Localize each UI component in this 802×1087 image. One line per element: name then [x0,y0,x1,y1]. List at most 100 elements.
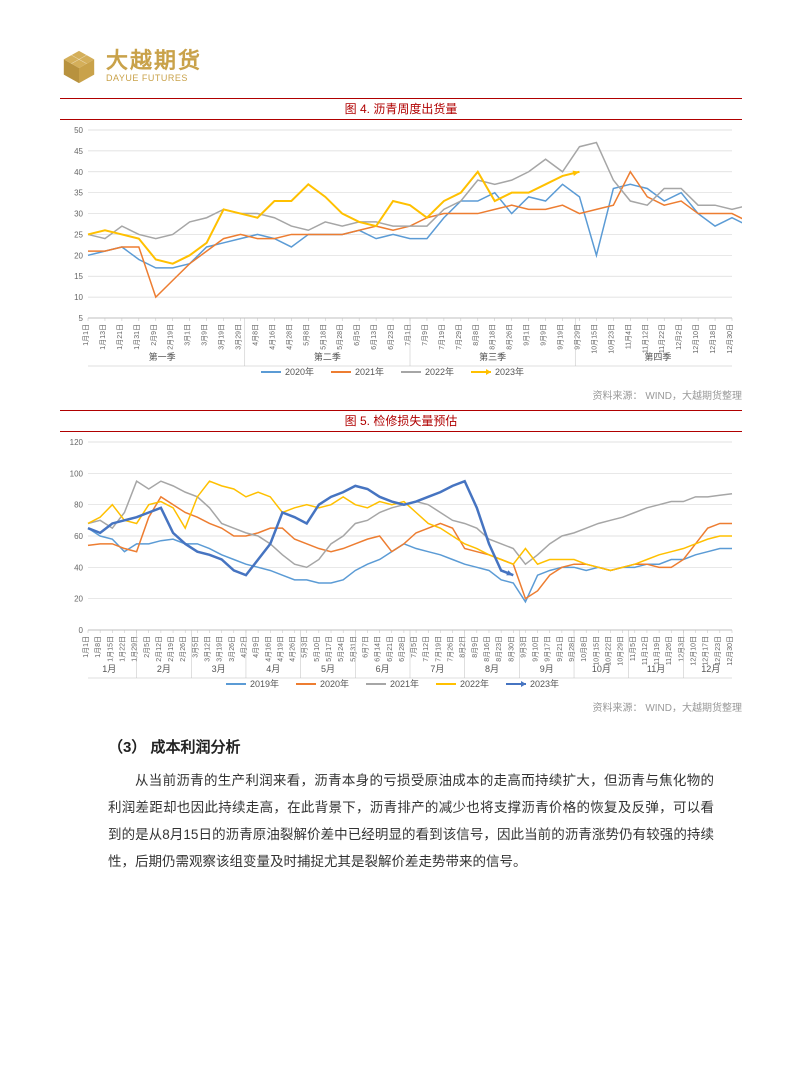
svg-text:6月28日: 6月28日 [398,636,406,662]
svg-text:5月24日: 5月24日 [337,636,345,662]
svg-text:2021年: 2021年 [390,678,419,689]
svg-text:1月21日: 1月21日 [116,324,124,350]
svg-text:3月5日: 3月5日 [191,636,199,658]
svg-text:4月2日: 4月2日 [240,636,248,658]
svg-text:12月10日: 12月10日 [690,636,698,666]
section-heading: （3） 成本利润分析 [108,736,742,757]
svg-text:1月15日: 1月15日 [106,636,114,662]
chart5-title-bar: 图 5. 检修损失量预估 [60,410,742,432]
svg-text:40: 40 [74,168,83,177]
svg-text:5月28日: 5月28日 [336,324,344,350]
svg-text:8月8日: 8月8日 [472,324,480,346]
svg-text:20: 20 [74,595,83,604]
svg-text:10月23日: 10月23日 [607,324,615,354]
svg-text:11月12日: 11月12日 [641,324,649,353]
chart4-title: 图 4. 沥青周度出货量 [345,102,458,116]
svg-text:2023年: 2023年 [495,366,524,377]
svg-text:80: 80 [74,501,83,510]
chart5-title: 图 5. 检修损失量预估 [345,414,458,428]
svg-text:10月15日: 10月15日 [590,324,598,354]
svg-text:8月9日: 8月9日 [471,636,479,658]
svg-text:10月15日: 10月15日 [592,636,600,666]
svg-text:12月23日: 12月23日 [714,636,722,666]
cube-logo-icon [60,48,98,86]
svg-text:11月22日: 11月22日 [658,324,666,353]
svg-text:30: 30 [74,210,83,219]
svg-text:10月8日: 10月8日 [580,636,588,662]
svg-text:120: 120 [70,438,84,447]
svg-text:7月1日: 7月1日 [404,324,412,346]
svg-text:7月19日: 7月19日 [438,324,446,350]
svg-text:第四季: 第四季 [644,351,671,362]
chart4-canvas: 51015202530354045501月1日1月13日1月21日1月31日2月… [60,120,742,385]
svg-text:100: 100 [70,469,84,478]
brand-text: 大越期货 DAYUE FUTURES [106,50,202,85]
svg-text:11月5日: 11月5日 [629,636,637,661]
svg-text:11月: 11月 [647,664,665,674]
svg-text:11月19日: 11月19日 [653,636,661,665]
svg-text:1月13日: 1月13日 [99,324,107,350]
svg-text:11月4日: 11月4日 [624,324,632,349]
svg-text:9月9日: 9月9日 [540,324,548,346]
svg-text:12月: 12月 [701,664,720,674]
svg-text:12月17日: 12月17日 [702,636,710,666]
svg-text:2022年: 2022年 [425,366,454,377]
svg-text:7月12日: 7月12日 [422,636,430,662]
brand-name-en: DAYUE FUTURES [106,72,202,85]
svg-text:4月16日: 4月16日 [268,324,276,350]
svg-text:2023年: 2023年 [530,678,559,689]
svg-text:50: 50 [74,126,83,135]
svg-text:8月30日: 8月30日 [507,636,515,662]
svg-text:2月5日: 2月5日 [143,636,151,658]
svg-text:6月13日: 6月13日 [370,324,378,350]
svg-text:6月: 6月 [376,664,390,674]
svg-text:1月1日: 1月1日 [82,636,90,658]
svg-text:25: 25 [74,230,83,239]
svg-text:8月: 8月 [485,664,499,674]
svg-text:6月5日: 6月5日 [353,324,361,346]
svg-text:7月5日: 7月5日 [410,636,418,658]
svg-text:12月30日: 12月30日 [726,324,734,354]
svg-text:4月28日: 4月28日 [285,324,293,350]
svg-text:8月23日: 8月23日 [495,636,503,662]
svg-text:7月29日: 7月29日 [455,324,463,350]
svg-text:3月29日: 3月29日 [235,324,243,350]
svg-text:11月26日: 11月26日 [665,636,673,665]
svg-text:2月: 2月 [157,664,171,674]
svg-text:9月19日: 9月19日 [557,324,565,350]
svg-text:9月3日: 9月3日 [519,636,527,658]
svg-text:2020年: 2020年 [320,678,349,689]
svg-text:8月16日: 8月16日 [483,636,491,662]
svg-text:3月: 3月 [212,664,226,674]
svg-text:9月21日: 9月21日 [556,636,564,662]
svg-text:5月18日: 5月18日 [319,324,327,350]
svg-text:4月26日: 4月26日 [289,636,297,662]
svg-text:0: 0 [79,626,84,635]
svg-text:7月9日: 7月9日 [421,324,429,346]
svg-text:第三季: 第三季 [479,351,506,362]
brand-name-cn: 大越期货 [106,50,202,72]
svg-text:5月: 5月 [321,664,335,674]
svg-text:12月18日: 12月18日 [709,324,717,354]
svg-text:20: 20 [74,251,83,260]
svg-text:40: 40 [74,563,83,572]
svg-text:9月10日: 9月10日 [532,636,540,662]
chart5-block: 图 5. 检修损失量预估 0204060801001201月1日1月8日1月15… [60,410,742,714]
svg-text:9月: 9月 [540,664,554,674]
svg-text:2月19日: 2月19日 [167,636,175,662]
svg-text:2月26日: 2月26日 [179,636,187,662]
svg-text:35: 35 [74,189,83,198]
svg-text:7月: 7月 [430,664,444,674]
svg-text:9月28日: 9月28日 [568,636,576,662]
svg-text:9月17日: 9月17日 [544,636,552,662]
svg-text:3月1日: 3月1日 [184,324,192,346]
svg-text:45: 45 [74,147,83,156]
svg-text:2月19日: 2月19日 [167,324,175,350]
svg-text:2月12日: 2月12日 [155,636,163,662]
svg-text:8月18日: 8月18日 [489,324,497,350]
svg-text:10月22日: 10月22日 [604,636,612,666]
svg-text:3月26日: 3月26日 [228,636,236,662]
svg-text:4月: 4月 [266,664,280,674]
svg-text:5: 5 [79,314,84,323]
svg-text:12月10日: 12月10日 [692,324,700,354]
